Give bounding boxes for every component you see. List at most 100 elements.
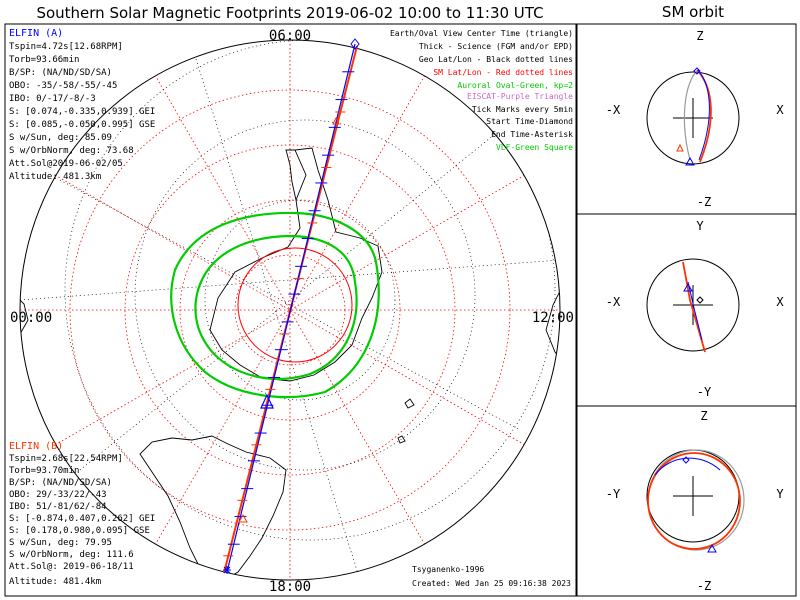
orbit-path-elfin-b (682, 261, 706, 353)
auroral-oval-inner (194, 234, 358, 380)
start-diamond-marker (685, 156, 695, 166)
axis-label-right: X (776, 295, 784, 309)
auroral-oval-outer (170, 211, 380, 399)
orbit-title: SM orbit (662, 3, 724, 21)
geo-lat-ring (204, 199, 396, 401)
legend-item: Thick - Science (FGM and/or EPD) (419, 42, 573, 51)
legend-item: EISCAT-Purple Triangle (467, 92, 573, 101)
axis-label-bottom: -Z (697, 195, 711, 209)
elfin-b-info-line: S w/Sun, deg: 79.95 (9, 538, 112, 548)
elfin-b-label: ELFIN (B) (9, 441, 63, 452)
orbit-panel-frame (576, 23, 797, 215)
elfin-b-info-line: S: [0.178,0.980,0.095] GSE (9, 526, 150, 536)
legend-item: Tick Marks every 5min (472, 105, 573, 114)
polar-map (20, 40, 560, 580)
elfin-a-info-line: S w/OrbNorm, deg: 73.68 (9, 146, 134, 156)
elfin-a-track (226, 43, 356, 573)
elfin-b-info-line: OBO: 29/-33/22/-43 (9, 490, 107, 500)
legend-item: SM Lat/Lon - Red dotted lines (433, 68, 573, 77)
orbit-path-elfin-b (647, 452, 741, 550)
axis-label-right: X (776, 103, 784, 117)
elfin-b-info: ELFIN (B) Tspin=2.68s[22.54RPM] Torb=93.… (9, 441, 155, 587)
sm-grid (20, 40, 560, 580)
orbit-path-elfin-a (697, 69, 710, 161)
legend-item: VLF-Green Square (496, 143, 573, 152)
elfin-a-info-line: Att.Sol@2019-06-02/05 (9, 159, 123, 169)
created-timestamp: Created: Wed Jan 25 09:16:38 2023 (412, 579, 571, 588)
south-america-coastline (139, 435, 287, 580)
elfin-a-end-asterisk (223, 566, 231, 574)
orbit-panel-frame (576, 213, 797, 407)
geo-lat-ring (64, 40, 556, 541)
map-horizon (19, 39, 561, 581)
axis-label-top: Z (700, 409, 707, 423)
earth-circle (646, 258, 740, 352)
legend: Earth/Oval View Center Time (triangle) T… (390, 29, 573, 152)
axis-label-top: Z (696, 29, 703, 43)
start-marker (683, 282, 693, 292)
island-coastline (404, 398, 415, 409)
start-diamond-marker (693, 67, 701, 75)
orbit-panel-xy: Y -Y -X X (576, 213, 797, 407)
elfin-b-info-line: S: [-0.874,0.407,0.262] GEI (9, 514, 155, 524)
elfin-b-triangle-marker (238, 513, 248, 523)
orbit-panel-frame (576, 405, 797, 597)
antarctica-coastline (209, 147, 383, 382)
elfin-a-info-line: Torb=93.66min (9, 55, 79, 65)
orbit-path-elfin-a (654, 457, 721, 476)
elfin-a-label: ELFIN (A) (9, 28, 63, 39)
elfin-a-start-diamond (350, 38, 360, 50)
map-panel-frame (4, 23, 577, 597)
start-diamond-marker (682, 456, 690, 464)
time-label-left: 00:00 (10, 310, 52, 326)
orbit-panel-xz: Z -Z -X X (576, 23, 797, 215)
footprint-tracks (223, 38, 360, 574)
peninsula-coastline (285, 149, 297, 201)
axis-label-bottom: -Z (697, 579, 711, 593)
elfin-b-info-line: S w/OrbNorm, deg: 111.6 (9, 550, 134, 560)
orbit-path-elfin-b (696, 69, 712, 163)
island-coastline (397, 435, 406, 444)
elfin-b-info-line: Altitude: 481.4km (9, 577, 101, 587)
coastlines (20, 147, 560, 580)
time-label-right: 12:00 (532, 310, 574, 326)
axis-label-left: -X (606, 295, 621, 309)
view-center-triangle (260, 393, 274, 409)
elfin-b-info-line: IBO: 51/-81/62/-84 (9, 502, 107, 512)
elfin-a-info-line: Tspin=4.72s[12.68RPM] (9, 42, 123, 52)
elfin-b-triangle-marker (332, 116, 340, 125)
legend-item: Auroral Oval-Green, kp=2 (457, 81, 573, 90)
elfin-a-info: ELFIN (A) Tspin=4.72s[12.68RPM] Torb=93.… (9, 28, 155, 182)
geo-lat-ring (134, 119, 476, 471)
elfin-a-info-line: S w/Sun, deg: 85.09 (9, 133, 112, 143)
time-label-top: 06:00 (269, 28, 311, 44)
australia-coastline (20, 295, 29, 339)
elfin-a-info-line: OBO: -35/-58/-55/-45 (9, 81, 117, 91)
geo-grid (20, 40, 560, 580)
end-marker (676, 143, 684, 152)
axis-label-bottom: -Y (697, 385, 712, 399)
time-label-bottom: 18:00 (269, 579, 311, 595)
elfin-a-info-line: S: [0.085,-0.050,0.995] GSE (9, 120, 155, 130)
sm-inner-circle (237, 247, 353, 363)
legend-item: End Time-Asterisk (491, 130, 573, 139)
elfin-a-info-line: B/SP: (NA/ND/SD/SA) (9, 68, 112, 78)
start-diamond-marker (696, 296, 704, 304)
auroral-ovals (170, 211, 380, 399)
elfin-a-info-line: S: [0.074,-0.335,0.939] GEI (9, 107, 155, 117)
orbit-path-gray (683, 69, 699, 161)
africa-coastline (545, 269, 560, 381)
axis-label-left: -Y (606, 487, 621, 501)
legend-item: Geo Lat/Lon - Black dotted lines (419, 55, 573, 64)
axis-label-left: -X (606, 103, 621, 117)
axis-label-top: Y (696, 219, 704, 233)
figure-title: Southern Solar Magnetic Footprints 2019-… (36, 4, 543, 22)
legend-item: Earth/Oval View Center Time (triangle) (390, 29, 573, 38)
elfin-b-info-line: Torb=93.70min (9, 466, 79, 476)
elfin-a-info-line: Altitude: 481.3km (9, 172, 101, 182)
elfin-b-info-line: Tspin=2.68s[22.54RPM] (9, 454, 123, 464)
elfin-b-info-line: B/SP: (NA/ND/SD/SA) (9, 478, 112, 488)
orbit-panel-yz: Z -Z -Y Y (576, 405, 797, 597)
sm-lat-ring (69, 89, 511, 531)
